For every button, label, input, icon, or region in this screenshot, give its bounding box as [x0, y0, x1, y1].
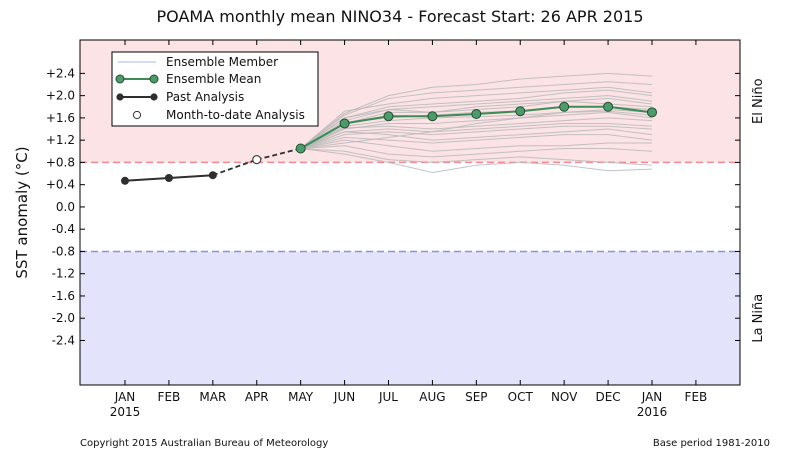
- y-tick-label: -2.0: [52, 311, 75, 325]
- legend-past-analysis-marker-right: [150, 93, 158, 101]
- x-year-label: 2016: [637, 405, 668, 419]
- ensemble-member-line: [300, 148, 653, 166]
- x-tick-label: NOV: [551, 390, 578, 404]
- ensemble-member-line: [300, 125, 653, 149]
- ensemble-mean-point: [515, 106, 526, 117]
- la-nina-label: La Niña: [751, 294, 766, 343]
- legend-month-to-date: Month-to-date Analysis: [166, 108, 305, 122]
- ensemble-member-line: [300, 72, 653, 149]
- x-year-label: 2015: [110, 405, 141, 419]
- ensemble-mean-point: [295, 143, 306, 154]
- ensemble-member-line: [300, 145, 653, 158]
- legend-past-analysis-marker-left: [116, 93, 124, 101]
- legend-month-to-date-marker: [132, 110, 142, 120]
- ensemble-mean-point: [427, 111, 438, 122]
- el-nino-label: El Niño: [751, 78, 766, 124]
- legend-ensemble-mean-marker-left: [115, 74, 125, 84]
- chart-title: POAMA monthly mean NINO34 - Forecast Sta…: [157, 7, 644, 26]
- y-tick-label: -2.4: [52, 333, 75, 347]
- ensemble-member-line: [300, 89, 653, 149]
- y-tick-label: +2.4: [46, 66, 75, 80]
- base-period-text: Base period 1981-2010: [653, 438, 770, 449]
- x-tick-label: MAY: [288, 390, 314, 404]
- ensemble-member-line: [300, 122, 653, 149]
- y-tick-label: 0.0: [56, 200, 75, 214]
- ensemble-member-line: [300, 128, 653, 149]
- ensemble-member-line: [300, 139, 652, 152]
- y-tick-label: -0.4: [52, 222, 75, 236]
- y-tick-label: -1.2: [52, 267, 75, 281]
- past-analysis-point: [208, 171, 217, 180]
- legend-ensemble-mean: Ensemble Mean: [166, 72, 261, 86]
- y-tick-label: -0.8: [52, 244, 75, 258]
- y-axis-label: SST anomaly (°C): [13, 146, 31, 278]
- y-tick-label: +2.0: [46, 89, 75, 103]
- legend-past-analysis: Past Analysis: [166, 90, 244, 104]
- legend-ensemble-member: Ensemble Member: [166, 55, 278, 69]
- x-tick-label: APR: [245, 390, 269, 404]
- y-tick-label: +0.4: [46, 178, 75, 192]
- y-tick-label: +1.6: [46, 111, 75, 125]
- ensemble-mean-point: [559, 101, 570, 112]
- x-tick-label: JAN: [114, 390, 136, 404]
- ensemble-member-line: [300, 81, 653, 149]
- ensemble-mean-point: [383, 111, 394, 122]
- past-analysis-point: [164, 174, 173, 182]
- la-nina-region: [80, 251, 740, 385]
- x-tick-label: AUG: [419, 390, 445, 404]
- x-tick-label: JUL: [378, 390, 398, 404]
- y-tick-label: -1.6: [52, 289, 75, 303]
- ensemble-member-line: [300, 117, 653, 149]
- x-tick-label: JUN: [333, 390, 355, 404]
- ensemble-member-line: [300, 148, 653, 173]
- ensemble-member-line: [300, 134, 653, 149]
- plot-frame: [79, 39, 741, 386]
- x-tick-label: MAR: [199, 390, 226, 404]
- ensemble-mean-point: [647, 107, 657, 118]
- ensemble-member-line: [300, 109, 653, 150]
- x-tick-label: FEB: [685, 390, 708, 404]
- x-tick-label: FEB: [158, 390, 181, 404]
- legend: Ensemble Member Ensemble Mean Past Analy…: [111, 51, 319, 127]
- x-tick-label: SEP: [465, 390, 487, 404]
- ensemble-member-line: [300, 97, 653, 149]
- x-tick-label: OCT: [508, 390, 534, 404]
- copyright-text: Copyright 2015 Australian Bureau of Mete…: [80, 438, 328, 449]
- y-tick-label: +1.2: [46, 133, 75, 147]
- x-tick-label: JAN: [641, 390, 663, 404]
- x-tick-label: DEC: [595, 390, 620, 404]
- ensemble-member-line: [300, 86, 653, 149]
- legend-box: [111, 51, 319, 127]
- month-to-date-point: [252, 155, 262, 165]
- y-tick-label: +0.8: [46, 155, 75, 169]
- ensemble-mean-point: [471, 109, 482, 120]
- ensemble-mean-point: [603, 101, 614, 112]
- ensemble-mean-point: [339, 118, 350, 129]
- ensemble-member-line: [300, 95, 653, 149]
- past-analysis-point: [121, 176, 129, 185]
- legend-ensemble-mean-marker-right: [149, 74, 159, 84]
